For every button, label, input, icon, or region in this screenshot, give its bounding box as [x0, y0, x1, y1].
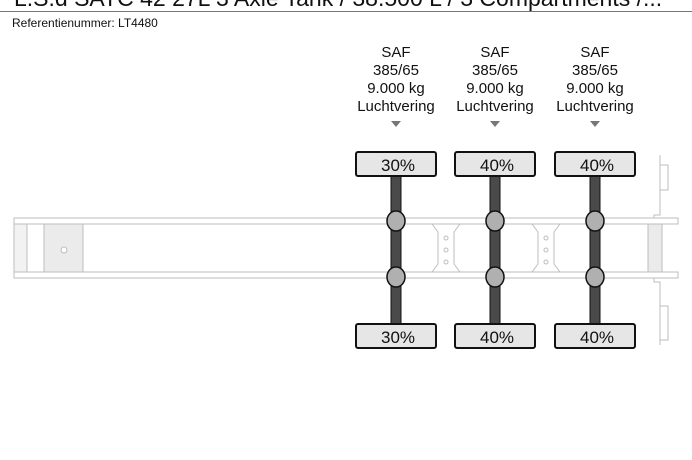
tire — [355, 151, 437, 177]
tire — [355, 323, 437, 349]
axle-brand: SAF — [580, 44, 609, 61]
cross-brace-1 — [431, 223, 461, 273]
axle-tire: 385/65 — [373, 62, 419, 79]
load-percentage: 40% — [580, 328, 614, 347]
bolt-icon — [543, 259, 549, 265]
wheel-hub — [485, 210, 505, 232]
load-percentage: 40% — [580, 156, 614, 175]
arrow-down-icon — [490, 121, 500, 127]
axle-brand: SAF — [381, 44, 410, 61]
arrow-down-icon — [590, 121, 600, 127]
wheel-hub — [585, 210, 605, 232]
load-percentage: 30% — [381, 328, 415, 347]
bolt-icon — [543, 235, 549, 241]
bolt-icon — [443, 247, 449, 253]
rear-bumper-bottom — [653, 278, 669, 345]
axle-load: 9.000 kg — [566, 80, 624, 97]
rear-crossmember — [647, 223, 663, 273]
axle-shaft — [589, 173, 601, 327]
axle-suspension: Luchtvering — [357, 98, 435, 115]
tire — [454, 323, 536, 349]
load-percentage: 40% — [480, 328, 514, 347]
load-percentage: 30% — [381, 156, 415, 175]
wheel-hub — [386, 210, 406, 232]
front-end-plate — [13, 223, 28, 273]
axle-load: 9.000 kg — [466, 80, 524, 97]
frame-rail-bottom — [13, 271, 679, 279]
axle-tire: 385/65 — [572, 62, 618, 79]
cross-brace-2 — [531, 223, 561, 273]
axle-suspension: Luchtvering — [556, 98, 634, 115]
axle-brand: SAF — [480, 44, 509, 61]
page-title: L.S.d SATC 42 27L 3 Axle Tank / 38.500 L… — [14, 0, 662, 12]
tire — [454, 151, 536, 177]
axle-suspension: Luchtvering — [456, 98, 534, 115]
trailer-frame — [13, 155, 679, 345]
tire — [554, 323, 636, 349]
frame-rail-top — [13, 217, 679, 225]
wheel-hub — [485, 266, 505, 288]
axle-load: 9.000 kg — [367, 80, 425, 97]
axle-shaft — [390, 173, 402, 327]
wheel-hub — [386, 266, 406, 288]
rear-bumper-top — [653, 155, 669, 218]
load-percentage: 40% — [480, 156, 514, 175]
wheel-hub — [585, 266, 605, 288]
axle-tire: 385/65 — [472, 62, 518, 79]
divider — [0, 11, 692, 12]
arrow-down-icon — [391, 121, 401, 127]
tire — [554, 151, 636, 177]
bolt-icon — [443, 235, 449, 241]
bolt-icon — [543, 247, 549, 253]
bolt-icon — [443, 259, 449, 265]
kingpin-icon — [60, 246, 68, 254]
reference-number: Referentienummer: LT4480 — [12, 16, 158, 30]
axle-shaft — [489, 173, 501, 327]
